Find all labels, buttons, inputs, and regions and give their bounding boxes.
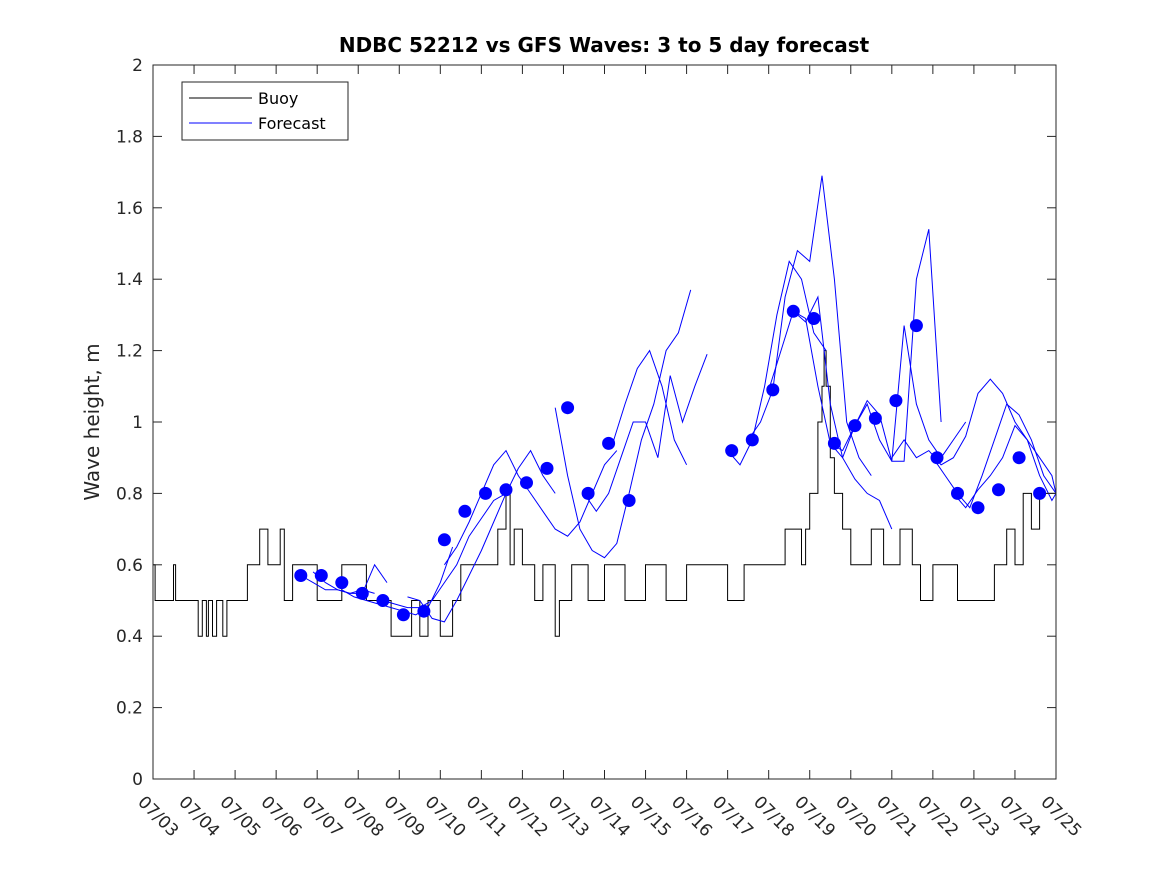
legend-box xyxy=(181,81,349,141)
forecast-marker xyxy=(807,312,821,325)
y-tick-label: 1.2 xyxy=(116,342,143,362)
forecast-marker xyxy=(314,569,328,582)
forecast-marker xyxy=(458,504,472,518)
plot-area xyxy=(153,65,1056,779)
forecast-marker xyxy=(745,433,759,447)
forecast-marker xyxy=(417,604,431,618)
y-tick-label: 1.4 xyxy=(116,270,143,290)
y-tick-label: 0 xyxy=(132,770,143,790)
forecast-marker xyxy=(355,586,369,600)
y-tick-label: 0.6 xyxy=(116,556,143,576)
y-tick-label: 1.6 xyxy=(116,199,143,219)
forecast-marker xyxy=(335,576,349,590)
y-tick-label: 0.8 xyxy=(116,484,143,504)
forecast-line-2 xyxy=(312,563,388,594)
forecast-marker xyxy=(376,594,390,607)
forecast-marker xyxy=(786,304,800,318)
y-tick-label: 0.4 xyxy=(116,627,143,647)
forecast-marker xyxy=(992,483,1005,497)
forecast-line-17 xyxy=(953,424,1057,509)
forecast-marker xyxy=(725,444,739,458)
forecast-marker-group xyxy=(294,304,1047,622)
forecast-marker xyxy=(499,483,513,497)
forecast-marker xyxy=(1012,451,1026,465)
y-tick-label: 2 xyxy=(132,56,143,76)
y-tick-label: 1.8 xyxy=(116,127,143,147)
chart-title: NDBC 52212 vs GFS Waves: 3 to 5 day fore… xyxy=(339,33,870,57)
buoy-line xyxy=(153,350,1056,637)
forecast-line-4 xyxy=(382,492,507,609)
forecast-marker xyxy=(889,394,903,408)
forecast-marker xyxy=(540,461,554,475)
forecast-marker xyxy=(561,401,575,415)
legend-buoy-label: Buoy xyxy=(258,89,298,108)
forecast-marker xyxy=(581,486,595,500)
forecast-marker xyxy=(766,383,780,397)
forecast-marker xyxy=(294,569,308,582)
forecast-marker xyxy=(951,486,964,500)
forecast-line-8 xyxy=(583,354,708,513)
forecast-marker xyxy=(520,476,533,490)
forecast-line-13 xyxy=(793,229,942,462)
forecast-marker xyxy=(930,451,944,465)
forecast-line-6 xyxy=(443,449,618,566)
y-axis: 0 0.2 0.4 0.6 0.8 1 1.2 1.4 1.6 1.8 2 xyxy=(116,56,1056,790)
legend-forecast-label: Forecast xyxy=(258,114,326,133)
buoy-series xyxy=(153,350,1056,637)
forecast-marker xyxy=(848,419,862,433)
forecast-marker xyxy=(396,608,410,622)
forecast-marker xyxy=(622,494,636,507)
forecast-marker xyxy=(602,436,616,450)
forecast-line-5 xyxy=(407,449,556,623)
y-tick-label: 0.2 xyxy=(116,699,143,719)
forecast-marker xyxy=(479,486,492,500)
y-tick-label: 1 xyxy=(132,413,143,433)
forecast-line-12 xyxy=(768,295,893,530)
forecast-marker xyxy=(868,411,882,425)
forecast-marker xyxy=(971,501,985,515)
forecast-marker xyxy=(1033,486,1047,500)
forecast-marker xyxy=(827,436,841,450)
forecast-marker xyxy=(437,533,451,547)
legend: Buoy Forecast xyxy=(181,81,349,141)
y-axis-label: Wave height, m xyxy=(80,343,104,500)
forecast-line-9 xyxy=(612,349,688,466)
forecast-line-7 xyxy=(554,289,692,559)
forecast-marker xyxy=(909,319,923,333)
forecast-line-16 xyxy=(932,403,1057,509)
